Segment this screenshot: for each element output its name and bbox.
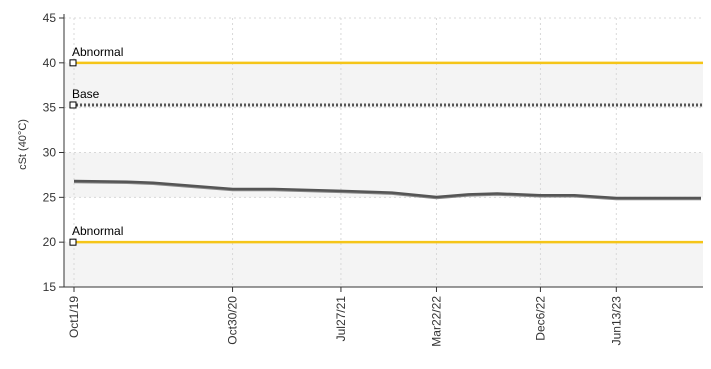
x-tick-label: Mar22/22 bbox=[429, 296, 443, 347]
plot-band bbox=[64, 242, 703, 287]
series-line-shadow bbox=[73, 182, 701, 201]
plot-band bbox=[64, 197, 703, 243]
x-tick-label: Jul27/21 bbox=[334, 296, 348, 342]
y-tick-label: 45 bbox=[43, 11, 57, 25]
y-tick-label: 20 bbox=[43, 235, 57, 249]
y-tick-label: 35 bbox=[43, 101, 57, 115]
reference-marker bbox=[69, 101, 77, 109]
y-axis-label: cSt (40°C) bbox=[17, 119, 29, 170]
x-tick-label: Oct1/19 bbox=[67, 296, 81, 338]
y-tick-label: 15 bbox=[43, 280, 57, 294]
reference-marker bbox=[69, 238, 77, 246]
x-tick-label: Oct30/20 bbox=[226, 296, 240, 345]
y-tick-label: 40 bbox=[43, 56, 57, 70]
plot-band bbox=[64, 152, 703, 198]
plot-band bbox=[64, 107, 703, 153]
reference-label: Abnormal bbox=[72, 45, 123, 59]
series-line bbox=[73, 179, 701, 200]
reference-marker bbox=[69, 59, 77, 67]
x-tick-label: Dec6/22 bbox=[533, 296, 547, 341]
y-tick-label: 30 bbox=[43, 146, 57, 160]
reference-label: Base bbox=[72, 87, 100, 101]
plot-band bbox=[64, 18, 703, 63]
y-tick-label: 25 bbox=[43, 190, 57, 204]
x-tick-label: Jun13/23 bbox=[609, 296, 623, 346]
reference-label: Abnormal bbox=[72, 224, 123, 238]
plot-band bbox=[64, 62, 703, 108]
